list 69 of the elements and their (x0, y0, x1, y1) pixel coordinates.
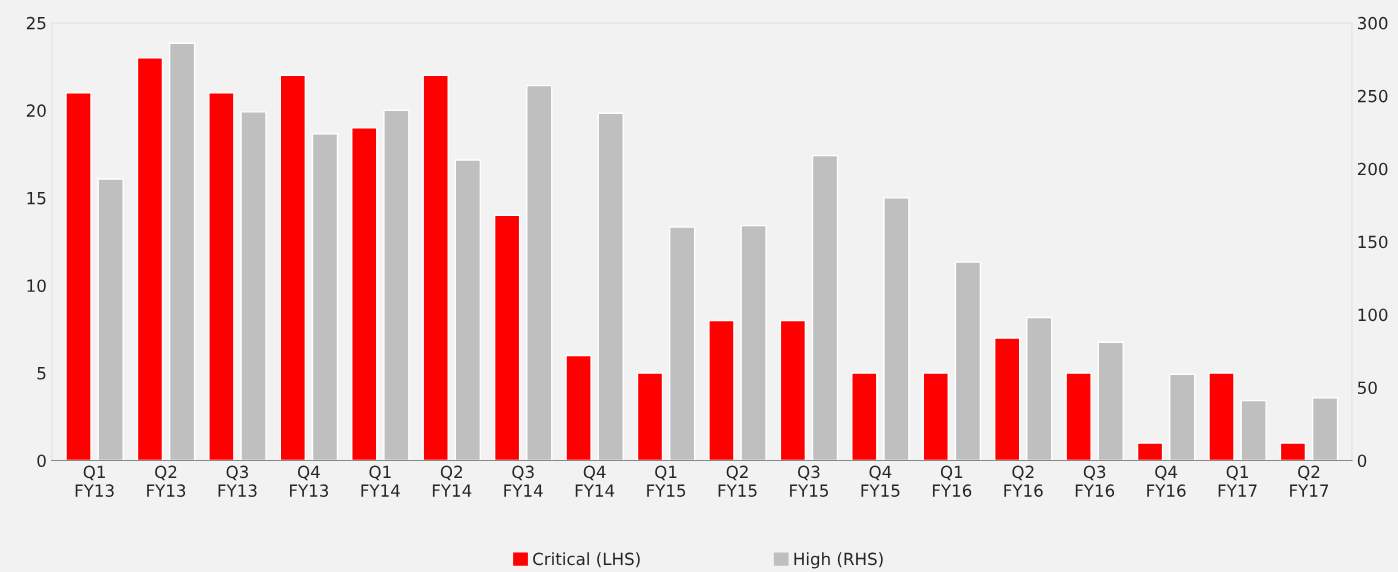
bar (922, 372, 949, 461)
x-tick-label: Q1 FY14 (361, 465, 400, 497)
y-tick-label: 15 (27, 192, 46, 205)
bar (168, 42, 196, 461)
bar (954, 261, 982, 461)
bar (740, 224, 767, 461)
y2-tick-label: 150 (1358, 235, 1388, 249)
y2-tick-label: 50 (1358, 381, 1377, 395)
bar (883, 197, 910, 461)
bar (636, 372, 664, 461)
bar (1026, 316, 1053, 461)
y-tick-label: 0 (37, 454, 46, 468)
bar (708, 319, 735, 461)
x-tick-label: Q1 FY13 (75, 465, 114, 497)
bar (1169, 373, 1196, 461)
x-tick-label: Q4 FY16 (1147, 465, 1186, 497)
bar (1240, 399, 1267, 461)
x-tick-label: Q3 FY13 (218, 465, 257, 497)
bar (136, 57, 164, 461)
bar (1279, 442, 1307, 461)
x-tick-label: Q4 FY14 (575, 465, 615, 497)
y2-tick-label: 300 (1358, 16, 1388, 30)
bar (668, 226, 696, 461)
y2-tick-label: 100 (1358, 308, 1388, 322)
x-tick-label: Q2 FY14 (432, 465, 472, 497)
bar (422, 74, 449, 461)
bar (1208, 372, 1235, 461)
y2-tick-label: 0 (1357, 454, 1367, 468)
bar (1097, 341, 1124, 461)
bar (779, 319, 807, 461)
bar (383, 109, 410, 461)
x-tick-label: Q1 FY15 (647, 465, 686, 497)
bar (526, 84, 553, 461)
legend-label: Critical (LHS) (533, 552, 640, 568)
bar (351, 127, 378, 461)
y2-tick-label: 250 (1357, 89, 1388, 103)
x-tick-label: Q3 FY16 (1075, 465, 1115, 497)
bar (565, 354, 592, 461)
bar (1311, 397, 1339, 461)
bar (279, 74, 307, 461)
x-tick-label: Q3 FY15 (790, 465, 828, 497)
y-tick-label: 5 (37, 367, 46, 380)
bar (851, 372, 878, 461)
x-tick-label: Q1 FY17 (1218, 465, 1257, 497)
bar (311, 133, 339, 461)
bar (493, 214, 521, 461)
bar (811, 154, 839, 461)
legend-label: High (RHS) (794, 552, 883, 569)
x-tick-label: Q2 FY16 (1004, 465, 1043, 497)
x-tick-label: Q3 FY14 (504, 465, 543, 497)
x-tick-label: Q4 FY13 (290, 465, 329, 497)
x-tick-label: Q2 FY17 (1290, 465, 1329, 497)
bar (1136, 442, 1164, 461)
bar (993, 337, 1021, 461)
bar (597, 112, 624, 461)
bar (208, 92, 235, 461)
bar (65, 92, 92, 461)
bar (240, 111, 267, 461)
x-tick-label: Q4 FY15 (861, 465, 900, 497)
y-tick-label: 25 (26, 16, 46, 30)
x-tick-label: Q2 FY15 (718, 465, 757, 497)
y-tick-label: 20 (26, 104, 46, 117)
bar (1065, 372, 1092, 461)
bar (97, 178, 124, 461)
bar (454, 159, 482, 461)
x-tick-label: Q1 FY16 (932, 465, 972, 497)
y2-tick-label: 200 (1357, 162, 1388, 176)
x-tick-label: Q2 FY13 (147, 465, 186, 497)
y-tick-label: 10 (27, 279, 46, 292)
